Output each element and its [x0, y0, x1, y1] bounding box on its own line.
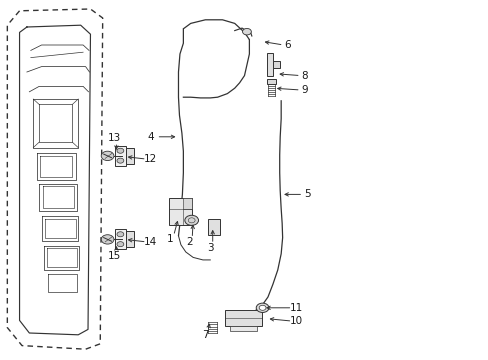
Bar: [224, 310, 261, 326]
Text: 4: 4: [147, 132, 154, 142]
Text: 8: 8: [301, 71, 307, 81]
Text: 14: 14: [143, 237, 157, 247]
Bar: [115, 229, 125, 249]
Text: 7: 7: [202, 330, 208, 340]
Text: 10: 10: [290, 316, 303, 326]
Text: 15: 15: [107, 251, 121, 261]
Bar: [183, 198, 192, 209]
Circle shape: [117, 232, 123, 237]
Bar: [168, 198, 192, 225]
Circle shape: [117, 158, 123, 163]
Text: 11: 11: [289, 303, 303, 313]
Circle shape: [101, 235, 114, 244]
Text: 9: 9: [301, 85, 307, 95]
Circle shape: [256, 303, 268, 312]
Bar: [207, 219, 220, 235]
Circle shape: [117, 148, 123, 153]
Bar: [266, 53, 273, 76]
Text: 5: 5: [303, 189, 310, 199]
Text: 1: 1: [166, 234, 173, 244]
Text: 3: 3: [206, 243, 213, 253]
Bar: [125, 148, 134, 163]
Bar: [125, 231, 134, 247]
Circle shape: [184, 215, 198, 225]
Text: 13: 13: [107, 132, 121, 143]
Circle shape: [117, 242, 123, 247]
Text: 12: 12: [143, 154, 157, 164]
Text: 6: 6: [284, 40, 290, 50]
Circle shape: [242, 28, 251, 35]
Bar: [115, 146, 125, 166]
Bar: [266, 79, 275, 84]
Bar: [273, 61, 280, 68]
Circle shape: [259, 305, 265, 310]
Bar: [229, 326, 256, 331]
Circle shape: [101, 151, 114, 161]
Text: 2: 2: [185, 237, 192, 247]
